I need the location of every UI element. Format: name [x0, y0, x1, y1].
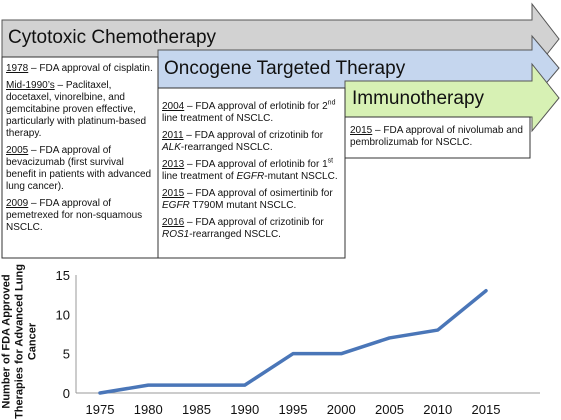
- list-item: Mid-1990’s – Paclitaxel, docetaxel, vino…: [6, 80, 154, 140]
- y-tick-label: 5: [63, 347, 70, 362]
- x-tick-label: 2010: [423, 402, 452, 417]
- x-tick-label: 1990: [230, 402, 259, 417]
- series-line: [100, 291, 486, 393]
- list-item: 1978 – FDA approval of cisplatin.: [6, 63, 154, 75]
- y-tick-label: 10: [56, 307, 70, 322]
- x-tick-label: 1975: [86, 402, 115, 417]
- x-tick-label: 1995: [279, 402, 308, 417]
- list-item: 2011 – FDA approval of crizotinib for AL…: [162, 130, 342, 154]
- approvals-line-chart: 0 5 10 15 1975 1980 1985 1990 1995 2000 2005 2010 20…: [0, 258, 561, 419]
- x-tick-label: 2000: [327, 402, 356, 417]
- cytotoxic-title: Cytotoxic Chemotherapy: [8, 27, 216, 49]
- x-tick-label: 2015: [472, 402, 501, 417]
- y-tick-label: 15: [56, 268, 70, 283]
- cytotoxic-list: 1978 – FDA approval of cisplatin. Mid-19…: [6, 63, 154, 239]
- x-tick-label: 2005: [375, 402, 404, 417]
- list-item: 2005 – FDA approval of bevacizumab (firs…: [6, 145, 154, 193]
- targeted-list: 2004 – FDA approval of erlotinib for 2nd…: [162, 101, 342, 246]
- x-tick-label: 1985: [182, 402, 211, 417]
- list-item: 2009 – FDA approval of pemetrexed for no…: [6, 198, 154, 234]
- y-tick-label: 0: [63, 386, 70, 401]
- immuno-title: Immunotherapy: [352, 88, 484, 110]
- list-item: 2004 – FDA approval of erlotinib for 2nd…: [162, 101, 342, 125]
- list-item: 2013 – FDA approval of erlotinib for 1st…: [162, 159, 342, 183]
- x-tick-label: 1980: [134, 402, 163, 417]
- immuno-list: 2015 – FDA approval of nivolumab and pem…: [350, 125, 528, 154]
- targeted-title: Oncogene Targeted Therapy: [164, 58, 405, 80]
- list-item: 2016 – FDA approval of crizotinib for RO…: [162, 217, 342, 241]
- list-item: 2015 – FDA approval of osimertinib for E…: [162, 188, 342, 212]
- list-item: 2015 – FDA approval of nivolumab and pem…: [350, 125, 528, 149]
